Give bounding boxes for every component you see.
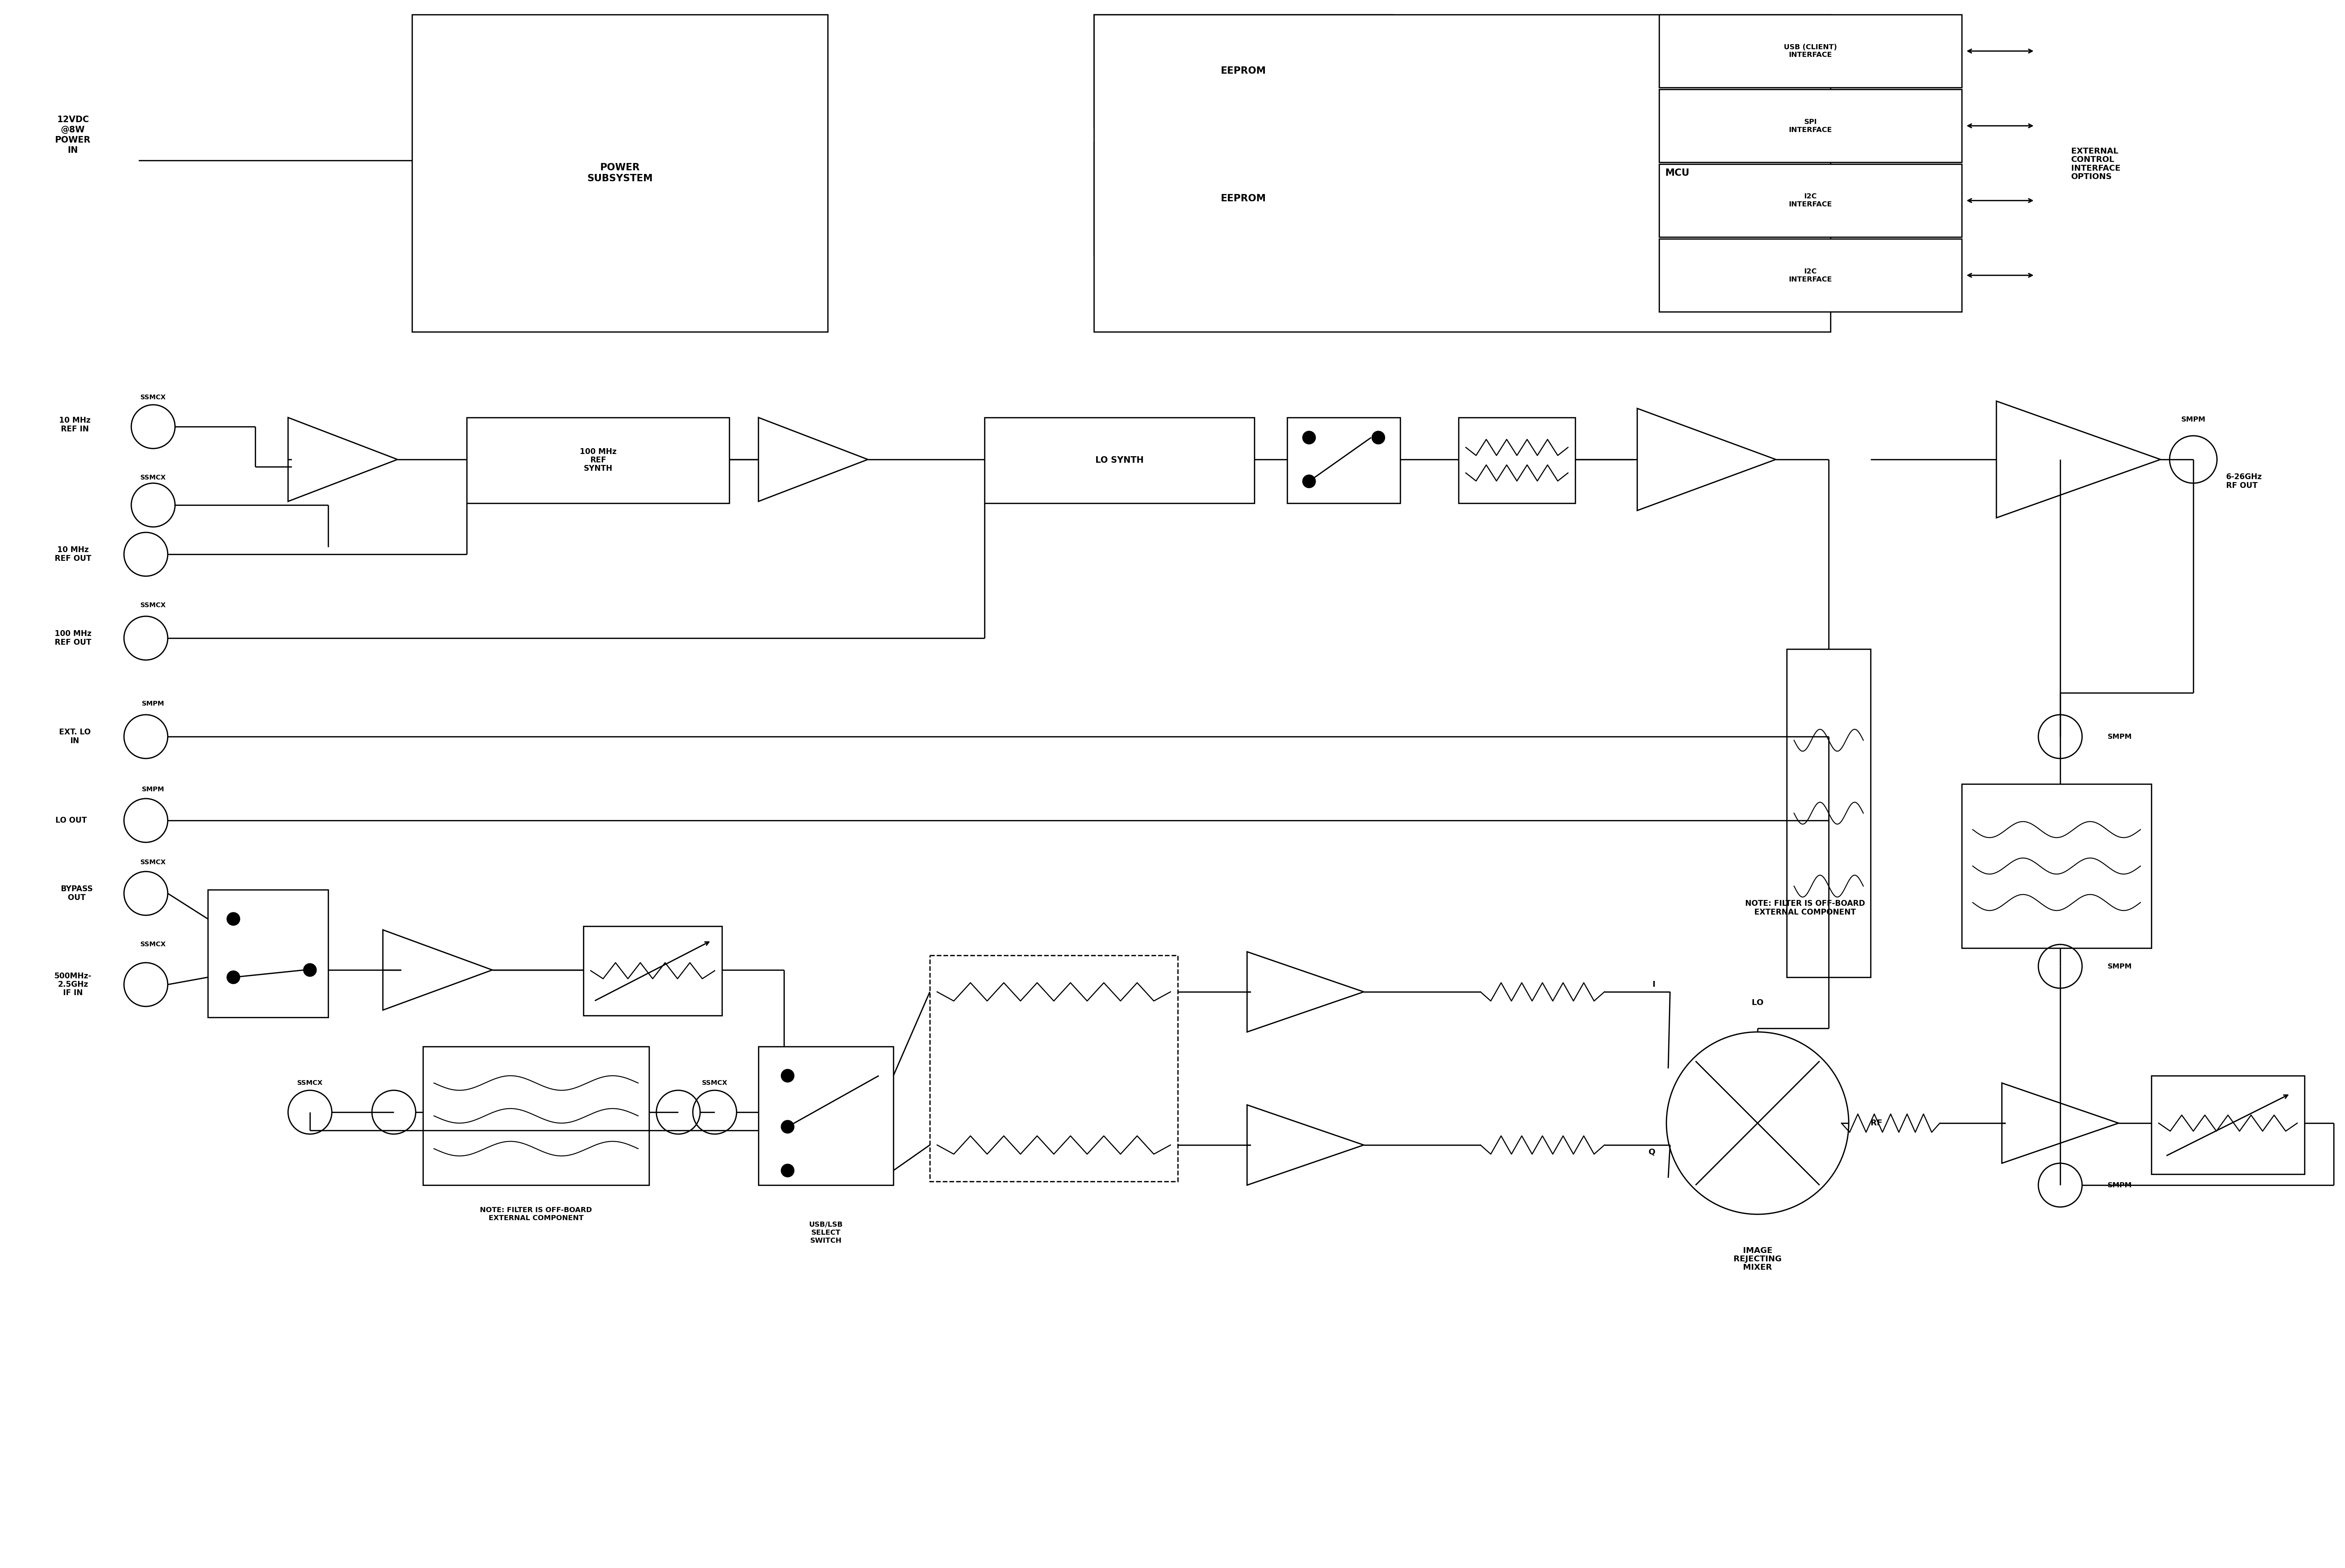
Text: I: I: [1653, 982, 1656, 988]
Bar: [1963, 784, 2150, 949]
Text: MCU: MCU: [1665, 168, 1688, 177]
Circle shape: [227, 971, 239, 983]
Circle shape: [1372, 431, 1386, 444]
Text: 12VDC
@8W
POWER
IN: 12VDC @8W POWER IN: [54, 116, 91, 155]
Text: 500MHz-
2.5GHz
IF IN: 500MHz- 2.5GHz IF IN: [54, 972, 91, 997]
Text: USB/LSB
SELECT
SWITCH: USB/LSB SELECT SWITCH: [809, 1221, 842, 1243]
Bar: [467, 417, 729, 503]
Text: BYPASS
OUT: BYPASS OUT: [61, 886, 94, 902]
Text: 10 MHz
REF OUT: 10 MHz REF OUT: [54, 546, 91, 563]
Text: SSMCX: SSMCX: [141, 941, 166, 947]
Bar: [422, 1046, 650, 1185]
Circle shape: [1301, 431, 1316, 444]
Text: SSMCX: SSMCX: [141, 602, 166, 608]
Bar: [757, 1046, 893, 1185]
Text: EXT. LO
IN: EXT. LO IN: [59, 729, 91, 745]
Text: USB (CLIENT)
INTERFACE: USB (CLIENT) INTERFACE: [1785, 44, 1836, 58]
Text: SMPM: SMPM: [141, 786, 164, 793]
Text: SSMCX: SSMCX: [298, 1080, 324, 1087]
Text: NOTE: FILTER IS OFF-BOARD
EXTERNAL COMPONENT: NOTE: FILTER IS OFF-BOARD EXTERNAL COMPO…: [1745, 900, 1864, 916]
Text: SSMCX: SSMCX: [141, 394, 166, 401]
Bar: [985, 417, 1255, 503]
Text: SMPM: SMPM: [2108, 963, 2132, 969]
Text: LO SYNTH: LO SYNTH: [1095, 456, 1144, 464]
Text: LO OUT: LO OUT: [56, 817, 87, 825]
Bar: [1093, 143, 1393, 256]
Bar: [413, 14, 828, 332]
Circle shape: [227, 913, 239, 925]
Text: IMAGE
REJECTING
MIXER: IMAGE REJECTING MIXER: [1733, 1247, 1782, 1272]
Text: SMPM: SMPM: [2108, 734, 2132, 740]
Text: POWER
SUBSYSTEM: POWER SUBSYSTEM: [586, 163, 652, 183]
Bar: [584, 927, 722, 1016]
Text: Q: Q: [1649, 1149, 1656, 1156]
Bar: [1787, 649, 1871, 977]
Text: SMPM: SMPM: [2108, 1182, 2132, 1189]
Text: I2C
INTERFACE: I2C INTERFACE: [1789, 193, 1831, 209]
Text: RF: RF: [1871, 1120, 1883, 1127]
Text: 10 MHz
REF IN: 10 MHz REF IN: [59, 417, 91, 433]
Text: SPI
INTERFACE: SPI INTERFACE: [1789, 118, 1831, 133]
Bar: [1093, 14, 1393, 127]
Text: 100 MHz
REF
SYNTH: 100 MHz REF SYNTH: [579, 448, 617, 472]
Text: SSMCX: SSMCX: [701, 1080, 727, 1087]
Circle shape: [303, 963, 317, 977]
Bar: [1093, 14, 1831, 332]
Bar: [2150, 1076, 2305, 1174]
Text: NOTE: FILTER IS OFF-BOARD
EXTERNAL COMPONENT: NOTE: FILTER IS OFF-BOARD EXTERNAL COMPO…: [481, 1207, 591, 1221]
Bar: [1660, 14, 1963, 88]
Circle shape: [1301, 475, 1316, 488]
Circle shape: [781, 1120, 795, 1134]
Text: EXTERNAL
CONTROL
INTERFACE
OPTIONS: EXTERNAL CONTROL INTERFACE OPTIONS: [2071, 147, 2120, 180]
Text: 6-26GHz
RF OUT: 6-26GHz RF OUT: [2225, 474, 2263, 489]
Text: SSMCX: SSMCX: [141, 475, 166, 481]
Text: SMPM: SMPM: [2181, 416, 2207, 423]
Bar: [1459, 417, 1576, 503]
Bar: [1660, 89, 1963, 162]
Text: 100 MHz
REF OUT: 100 MHz REF OUT: [54, 630, 91, 646]
Text: I2C
INTERFACE: I2C INTERFACE: [1789, 268, 1831, 282]
Bar: [1287, 417, 1400, 503]
Text: EEPROM: EEPROM: [1222, 66, 1266, 75]
Text: SMPM: SMPM: [141, 701, 164, 707]
Text: SSMCX: SSMCX: [141, 859, 166, 866]
Text: LO: LO: [1752, 999, 1763, 1007]
Circle shape: [781, 1163, 795, 1178]
Bar: [1660, 165, 1963, 237]
Text: EEPROM: EEPROM: [1222, 194, 1266, 204]
Bar: [1660, 238, 1963, 312]
Circle shape: [781, 1069, 795, 1082]
Bar: [931, 955, 1177, 1181]
Bar: [209, 889, 328, 1018]
